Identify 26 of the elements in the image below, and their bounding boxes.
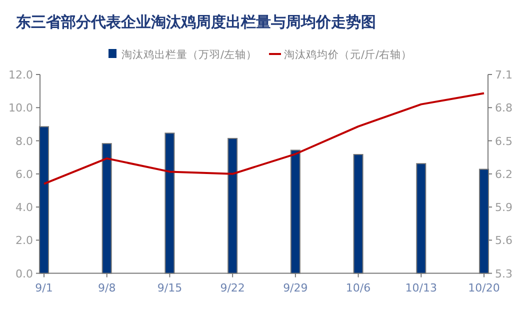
y-tick-label: 12.0 bbox=[8, 68, 33, 82]
y-tick-label: 2.0 bbox=[16, 234, 33, 248]
y-tick-label: 10.0 bbox=[8, 102, 33, 115]
legend-label: 淘汰鸡均价（元/斤/右轴） bbox=[284, 48, 412, 61]
x-tick-label: 10/13 bbox=[405, 281, 437, 294]
y2-tick-label: 7.1 bbox=[495, 68, 512, 82]
line-series bbox=[43, 92, 485, 185]
y-tick-label: 4.0 bbox=[16, 201, 33, 214]
legend-label: 淘汰鸡出栏量（万羽/左轴） bbox=[122, 48, 258, 61]
y2-tick-label: 6.5 bbox=[495, 134, 512, 148]
y2-tick-label: 6.8 bbox=[495, 102, 512, 115]
y2-tick-label: 5.6 bbox=[495, 234, 512, 248]
x-tick-label: 10/20 bbox=[468, 281, 500, 294]
x-tick-label: 9/29 bbox=[283, 281, 308, 294]
x-tick-label: 10/6 bbox=[346, 281, 371, 294]
y-tick-label: 6.0 bbox=[16, 168, 33, 181]
chart-title: 东三省部分代表企业淘汰鸡周度出栏量与周均价走势图 bbox=[15, 13, 376, 31]
y2-tick-label: 5.3 bbox=[495, 267, 512, 280]
y-tick-label: 0.0 bbox=[16, 267, 33, 280]
x-tick-label: 9/22 bbox=[220, 281, 245, 294]
x-tick-label: 9/1 bbox=[35, 281, 53, 294]
y2-tick-label: 5.9 bbox=[495, 201, 512, 214]
y-tick-label: 8.0 bbox=[16, 134, 33, 148]
x-tick-label: 9/15 bbox=[157, 281, 182, 294]
y2-tick-label: 6.2 bbox=[495, 168, 512, 181]
x-tick-label: 9/8 bbox=[98, 281, 116, 294]
